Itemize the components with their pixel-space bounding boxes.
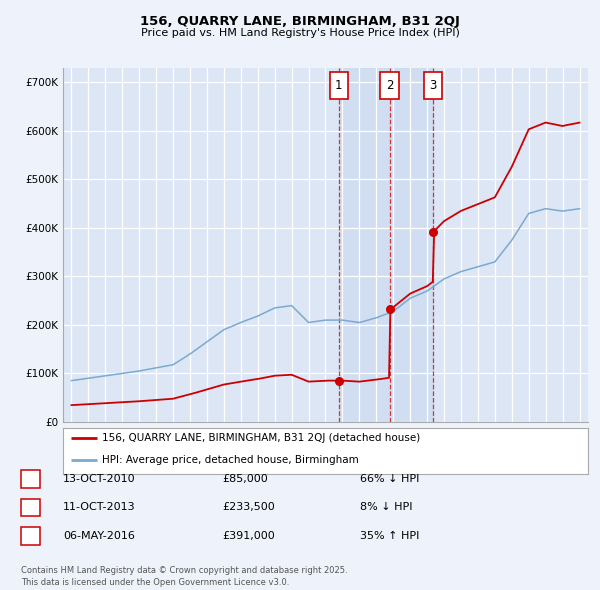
Bar	[339, 68, 433, 422]
Text: 8% ↓ HPI: 8% ↓ HPI	[360, 503, 413, 512]
Text: Contains HM Land Registry data © Crown copyright and database right 2025.
This d: Contains HM Land Registry data © Crown c…	[21, 566, 347, 587]
Text: 06-MAY-2016: 06-MAY-2016	[63, 531, 135, 540]
FancyBboxPatch shape	[329, 73, 348, 99]
Text: 35% ↑ HPI: 35% ↑ HPI	[360, 531, 419, 540]
Text: 11-OCT-2013: 11-OCT-2013	[63, 503, 136, 512]
Text: 2: 2	[27, 503, 34, 512]
Text: 1: 1	[335, 79, 343, 92]
Text: £233,500: £233,500	[222, 503, 275, 512]
Text: 1: 1	[27, 474, 34, 484]
Text: 13-OCT-2010: 13-OCT-2010	[63, 474, 136, 484]
Text: Price paid vs. HM Land Registry's House Price Index (HPI): Price paid vs. HM Land Registry's House …	[140, 28, 460, 38]
Text: 156, QUARRY LANE, BIRMINGHAM, B31 2QJ (detached house): 156, QUARRY LANE, BIRMINGHAM, B31 2QJ (d…	[103, 433, 421, 443]
FancyBboxPatch shape	[424, 73, 442, 99]
Text: £391,000: £391,000	[222, 531, 275, 540]
FancyBboxPatch shape	[380, 73, 399, 99]
Text: HPI: Average price, detached house, Birmingham: HPI: Average price, detached house, Birm…	[103, 455, 359, 465]
Text: £85,000: £85,000	[222, 474, 268, 484]
Text: 3: 3	[27, 531, 34, 540]
Text: 156, QUARRY LANE, BIRMINGHAM, B31 2QJ: 156, QUARRY LANE, BIRMINGHAM, B31 2QJ	[140, 15, 460, 28]
Text: 3: 3	[430, 79, 437, 92]
Text: 66% ↓ HPI: 66% ↓ HPI	[360, 474, 419, 484]
Text: 2: 2	[386, 79, 394, 92]
